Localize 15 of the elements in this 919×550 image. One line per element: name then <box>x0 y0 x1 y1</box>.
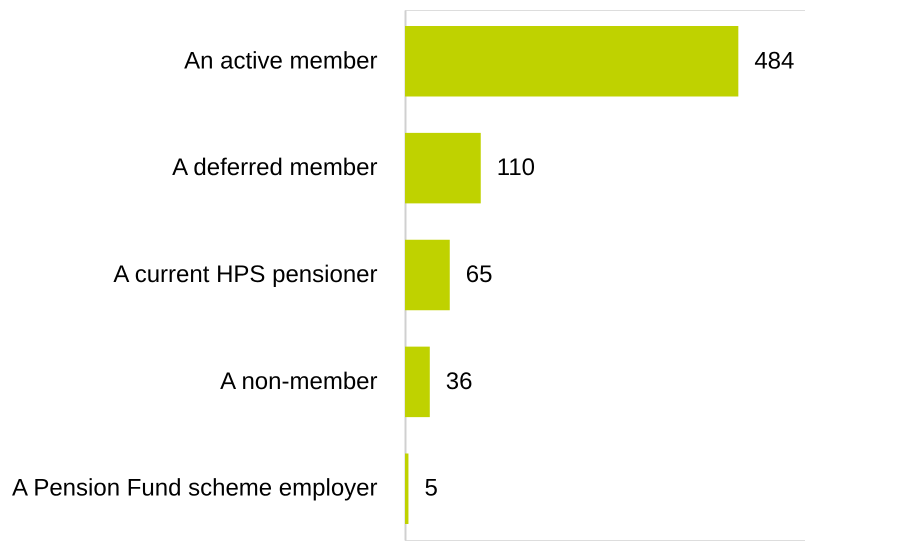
data-label: 110 <box>496 154 536 182</box>
y-tick-label: A Pension Fund scheme employer <box>12 474 378 502</box>
y-tick-label: An active member <box>184 47 378 74</box>
y-tick-label: A non-member <box>220 368 378 395</box>
bar <box>405 346 430 418</box>
data-label: 65 <box>466 261 492 288</box>
data-label: 36 <box>446 368 472 395</box>
data-label: 484 <box>754 47 794 74</box>
data-label: 5 <box>424 474 438 502</box>
bar <box>405 132 481 204</box>
bar <box>405 240 450 310</box>
y-tick-label: A current HPS pensioner <box>113 261 378 288</box>
bar <box>405 453 408 524</box>
y-tick-label: A deferred member <box>172 154 378 182</box>
bar <box>405 26 738 97</box>
